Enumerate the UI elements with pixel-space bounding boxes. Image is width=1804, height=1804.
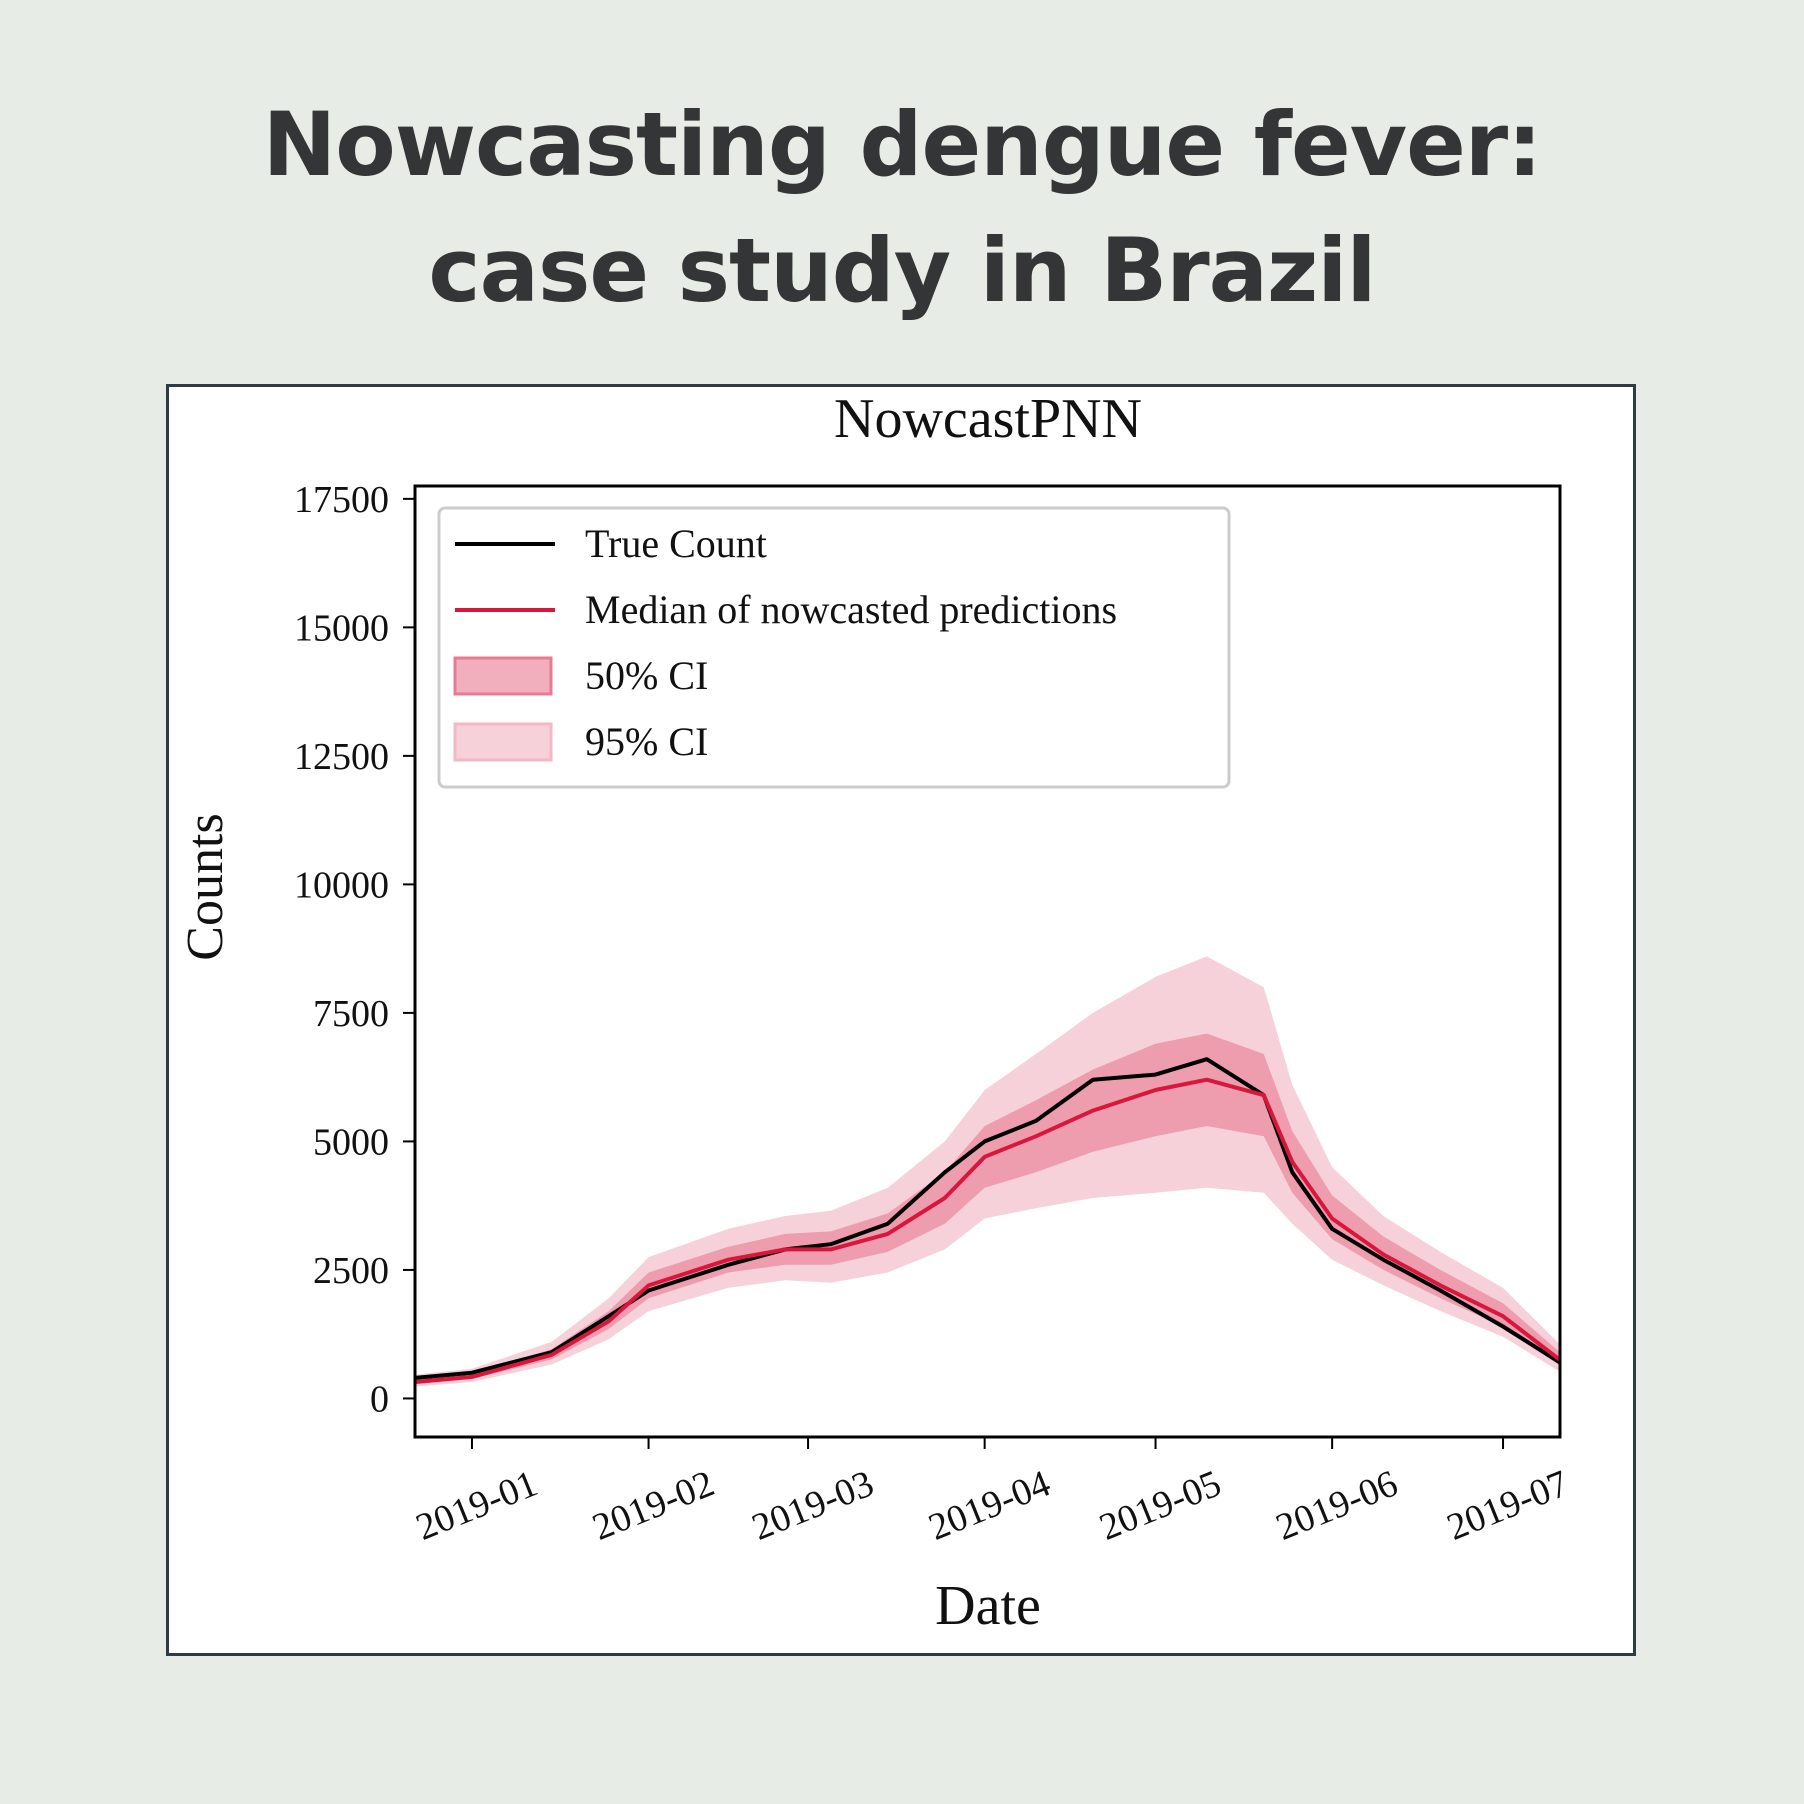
chart-figure: NowcastPNN 0 2500 5000 7500 10000 12500 15000 1… bbox=[166, 384, 1636, 1656]
y-tick-label: 15000 bbox=[294, 607, 389, 649]
legend-label-true-count: True Count bbox=[585, 521, 767, 566]
y-tick-label: 17500 bbox=[294, 479, 389, 521]
legend-swatch-ci50 bbox=[453, 656, 553, 696]
x-tick-label: 2019-04 bbox=[923, 1462, 1056, 1548]
x-tick-label: 2019-02 bbox=[587, 1462, 720, 1548]
series-line-layer bbox=[414, 1057, 1562, 1384]
y-tick-label: 12500 bbox=[294, 736, 389, 778]
legend-label-ci50: 50% CI bbox=[585, 653, 708, 698]
median-line bbox=[414, 1077, 1562, 1384]
headline: Nowcasting dengue fever: case study in B… bbox=[0, 82, 1804, 334]
y-tick-label: 10000 bbox=[294, 864, 389, 906]
x-axis: 2019-01 2019-02 2019-03 2019-04 2019-05 2019-… bbox=[410, 1437, 1574, 1549]
plot-area-frame bbox=[413, 484, 1562, 1439]
y-axis: 0 2500 5000 7500 10000 12500 15000 17500 bbox=[294, 479, 415, 1420]
legend-box bbox=[437, 506, 1231, 789]
legend: True Count Median of nowcasted prediction… bbox=[437, 506, 1231, 789]
headline-line-2: case study in Brazil bbox=[428, 219, 1376, 322]
y-tick-label: 2500 bbox=[313, 1250, 389, 1292]
legend-swatch-ci95 bbox=[453, 722, 553, 762]
headline-line-1: Nowcasting dengue fever: bbox=[262, 93, 1543, 196]
chart-title: NowcastPNN bbox=[834, 388, 1142, 450]
y-axis-label: Counts bbox=[177, 813, 234, 960]
y-tick-label: 0 bbox=[370, 1378, 389, 1420]
legend-label-ci95: 95% CI bbox=[585, 719, 708, 764]
legend-label-median: Median of nowcasted predictions bbox=[585, 587, 1117, 632]
y-tick-label: 7500 bbox=[313, 993, 389, 1035]
x-tick-label: 2019-03 bbox=[746, 1462, 879, 1548]
x-tick-label: 2019-06 bbox=[1270, 1462, 1403, 1548]
x-axis-label: Date bbox=[935, 1575, 1041, 1637]
y-tick-label: 5000 bbox=[313, 1121, 389, 1163]
chart-svg: NowcastPNN 0 2500 5000 7500 10000 12500 15000 1… bbox=[177, 388, 1574, 1637]
x-tick-label: 2019-01 bbox=[410, 1462, 543, 1548]
x-tick-label: 2019-07 bbox=[1441, 1462, 1574, 1548]
x-tick-label: 2019-05 bbox=[1094, 1462, 1227, 1548]
